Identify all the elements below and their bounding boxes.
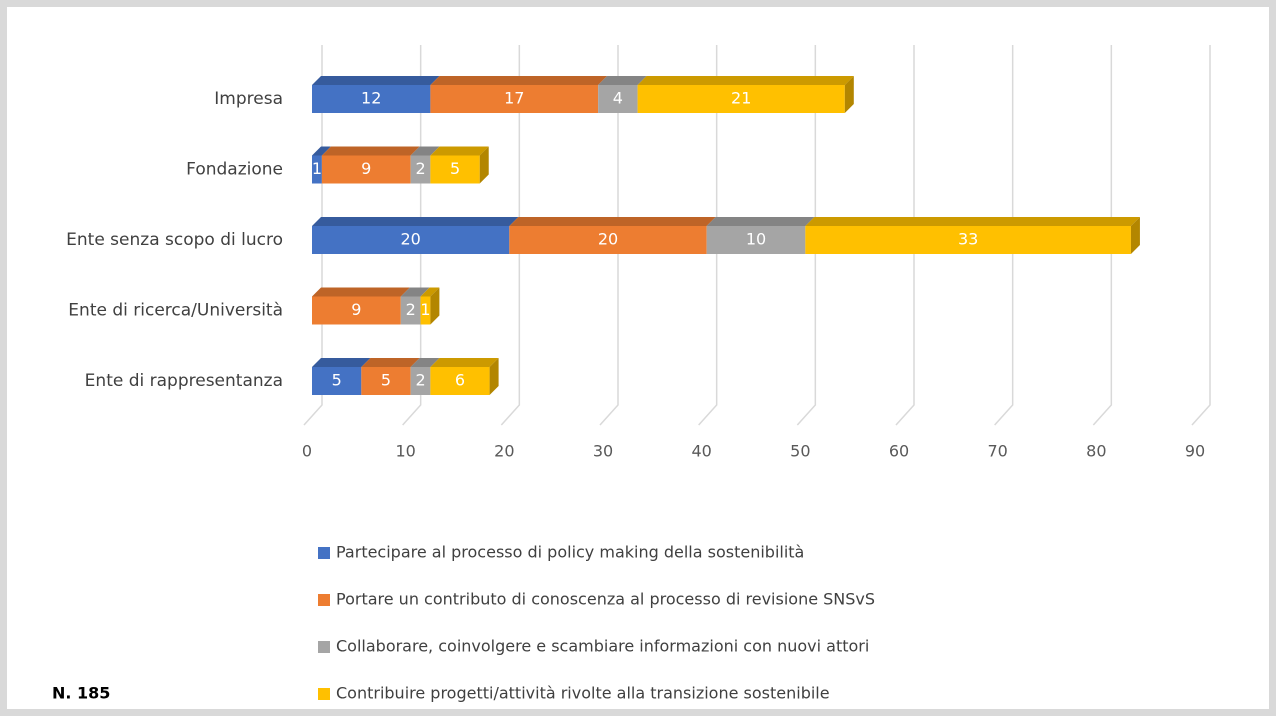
bar-side xyxy=(479,146,489,184)
bar xyxy=(410,367,431,395)
data-label: 10 xyxy=(746,230,766,249)
bar xyxy=(312,155,322,184)
legend-swatch xyxy=(318,641,330,653)
bar xyxy=(400,296,421,325)
sample-note: N. 185 xyxy=(52,684,110,703)
grid-line xyxy=(1191,45,1211,426)
bar xyxy=(637,85,845,113)
bar xyxy=(430,155,480,184)
bar-top xyxy=(312,287,410,297)
bar-top xyxy=(420,287,440,297)
category-label: Impresa xyxy=(214,89,283,109)
bar xyxy=(312,296,401,325)
bar xyxy=(361,367,411,395)
x-tick-label: 20 xyxy=(494,442,514,461)
bar xyxy=(430,367,490,395)
legend-label: Contribuire progetti/attività rivolte al… xyxy=(336,684,830,703)
x-tick-label: 80 xyxy=(1086,442,1106,461)
bar-top xyxy=(410,358,440,367)
bar-side xyxy=(489,358,499,395)
bar-top xyxy=(312,76,440,85)
bar-top xyxy=(598,76,647,85)
x-tick-label: 70 xyxy=(987,442,1007,461)
legend-label: Portare un contributo di conoscenza al p… xyxy=(336,590,875,609)
data-label: 5 xyxy=(381,371,391,390)
category-label: Ente di ricerca/Università xyxy=(68,301,283,321)
bar-top xyxy=(312,358,371,367)
x-tick-label: 10 xyxy=(395,442,415,461)
bar xyxy=(410,155,431,184)
category-label: Fondazione xyxy=(186,160,283,180)
bar-top xyxy=(321,146,420,156)
bar xyxy=(321,155,411,184)
bar-top xyxy=(410,146,440,156)
x-tick-label: 40 xyxy=(691,442,711,461)
bar xyxy=(420,296,431,325)
data-label: 33 xyxy=(958,230,978,249)
legend-swatch xyxy=(318,594,330,606)
bar xyxy=(706,226,806,254)
x-tick-label: 0 xyxy=(302,442,312,461)
bar xyxy=(312,226,510,254)
grid-line xyxy=(895,45,915,426)
legend-swatch xyxy=(318,688,330,700)
data-label: 2 xyxy=(415,159,425,178)
data-label: 5 xyxy=(450,159,460,178)
bar xyxy=(509,226,707,254)
x-tick-label: 60 xyxy=(889,442,909,461)
x-tick-label: 30 xyxy=(593,442,613,461)
grid-line xyxy=(1092,45,1113,426)
data-label: 20 xyxy=(598,230,618,249)
bar-top xyxy=(312,146,331,156)
data-label: 17 xyxy=(504,89,524,108)
bar-top xyxy=(706,217,815,226)
chart-area xyxy=(7,7,1269,709)
x-tick-label: 90 xyxy=(1185,442,1205,461)
grid-line xyxy=(698,45,718,426)
data-label: 5 xyxy=(332,371,342,390)
bar-top xyxy=(430,358,499,367)
category-label: Ente senza scopo di lucro xyxy=(66,230,283,250)
bar xyxy=(430,85,599,113)
grid-line xyxy=(599,45,619,426)
data-label: 2 xyxy=(406,300,416,319)
grid-line xyxy=(500,45,521,426)
grid-line xyxy=(796,45,817,426)
bar-top xyxy=(637,76,854,85)
x-tick-label: 50 xyxy=(790,442,810,461)
data-label: 6 xyxy=(455,371,465,390)
bar xyxy=(598,85,638,113)
data-label: 12 xyxy=(361,89,381,108)
legend-swatch xyxy=(318,547,330,559)
data-label: 20 xyxy=(400,230,420,249)
data-label: 1 xyxy=(420,300,430,319)
bar-top xyxy=(400,287,430,297)
data-label: 4 xyxy=(613,89,623,108)
bar-top xyxy=(312,217,519,226)
bar-side xyxy=(1130,217,1140,254)
bar-top xyxy=(430,146,489,156)
bar-top xyxy=(361,358,420,367)
data-label: 21 xyxy=(731,89,751,108)
bar-top xyxy=(509,217,716,226)
legend-label: Partecipare al processo di policy making… xyxy=(336,543,804,562)
data-label: 9 xyxy=(361,159,371,178)
bar-top xyxy=(805,217,1140,226)
bar xyxy=(312,85,431,113)
bar-side xyxy=(844,76,854,113)
grid-line xyxy=(994,45,1014,426)
category-label: Ente di rappresentanza xyxy=(85,371,283,391)
data-label: 9 xyxy=(351,300,361,319)
data-label: 2 xyxy=(415,371,425,390)
data-label: 1 xyxy=(312,159,322,178)
bar-side xyxy=(430,287,440,325)
bar xyxy=(805,226,1131,254)
bar xyxy=(312,367,362,395)
bar-top xyxy=(430,76,608,85)
legend-label: Collaborare, coinvolgere e scambiare inf… xyxy=(336,637,869,656)
